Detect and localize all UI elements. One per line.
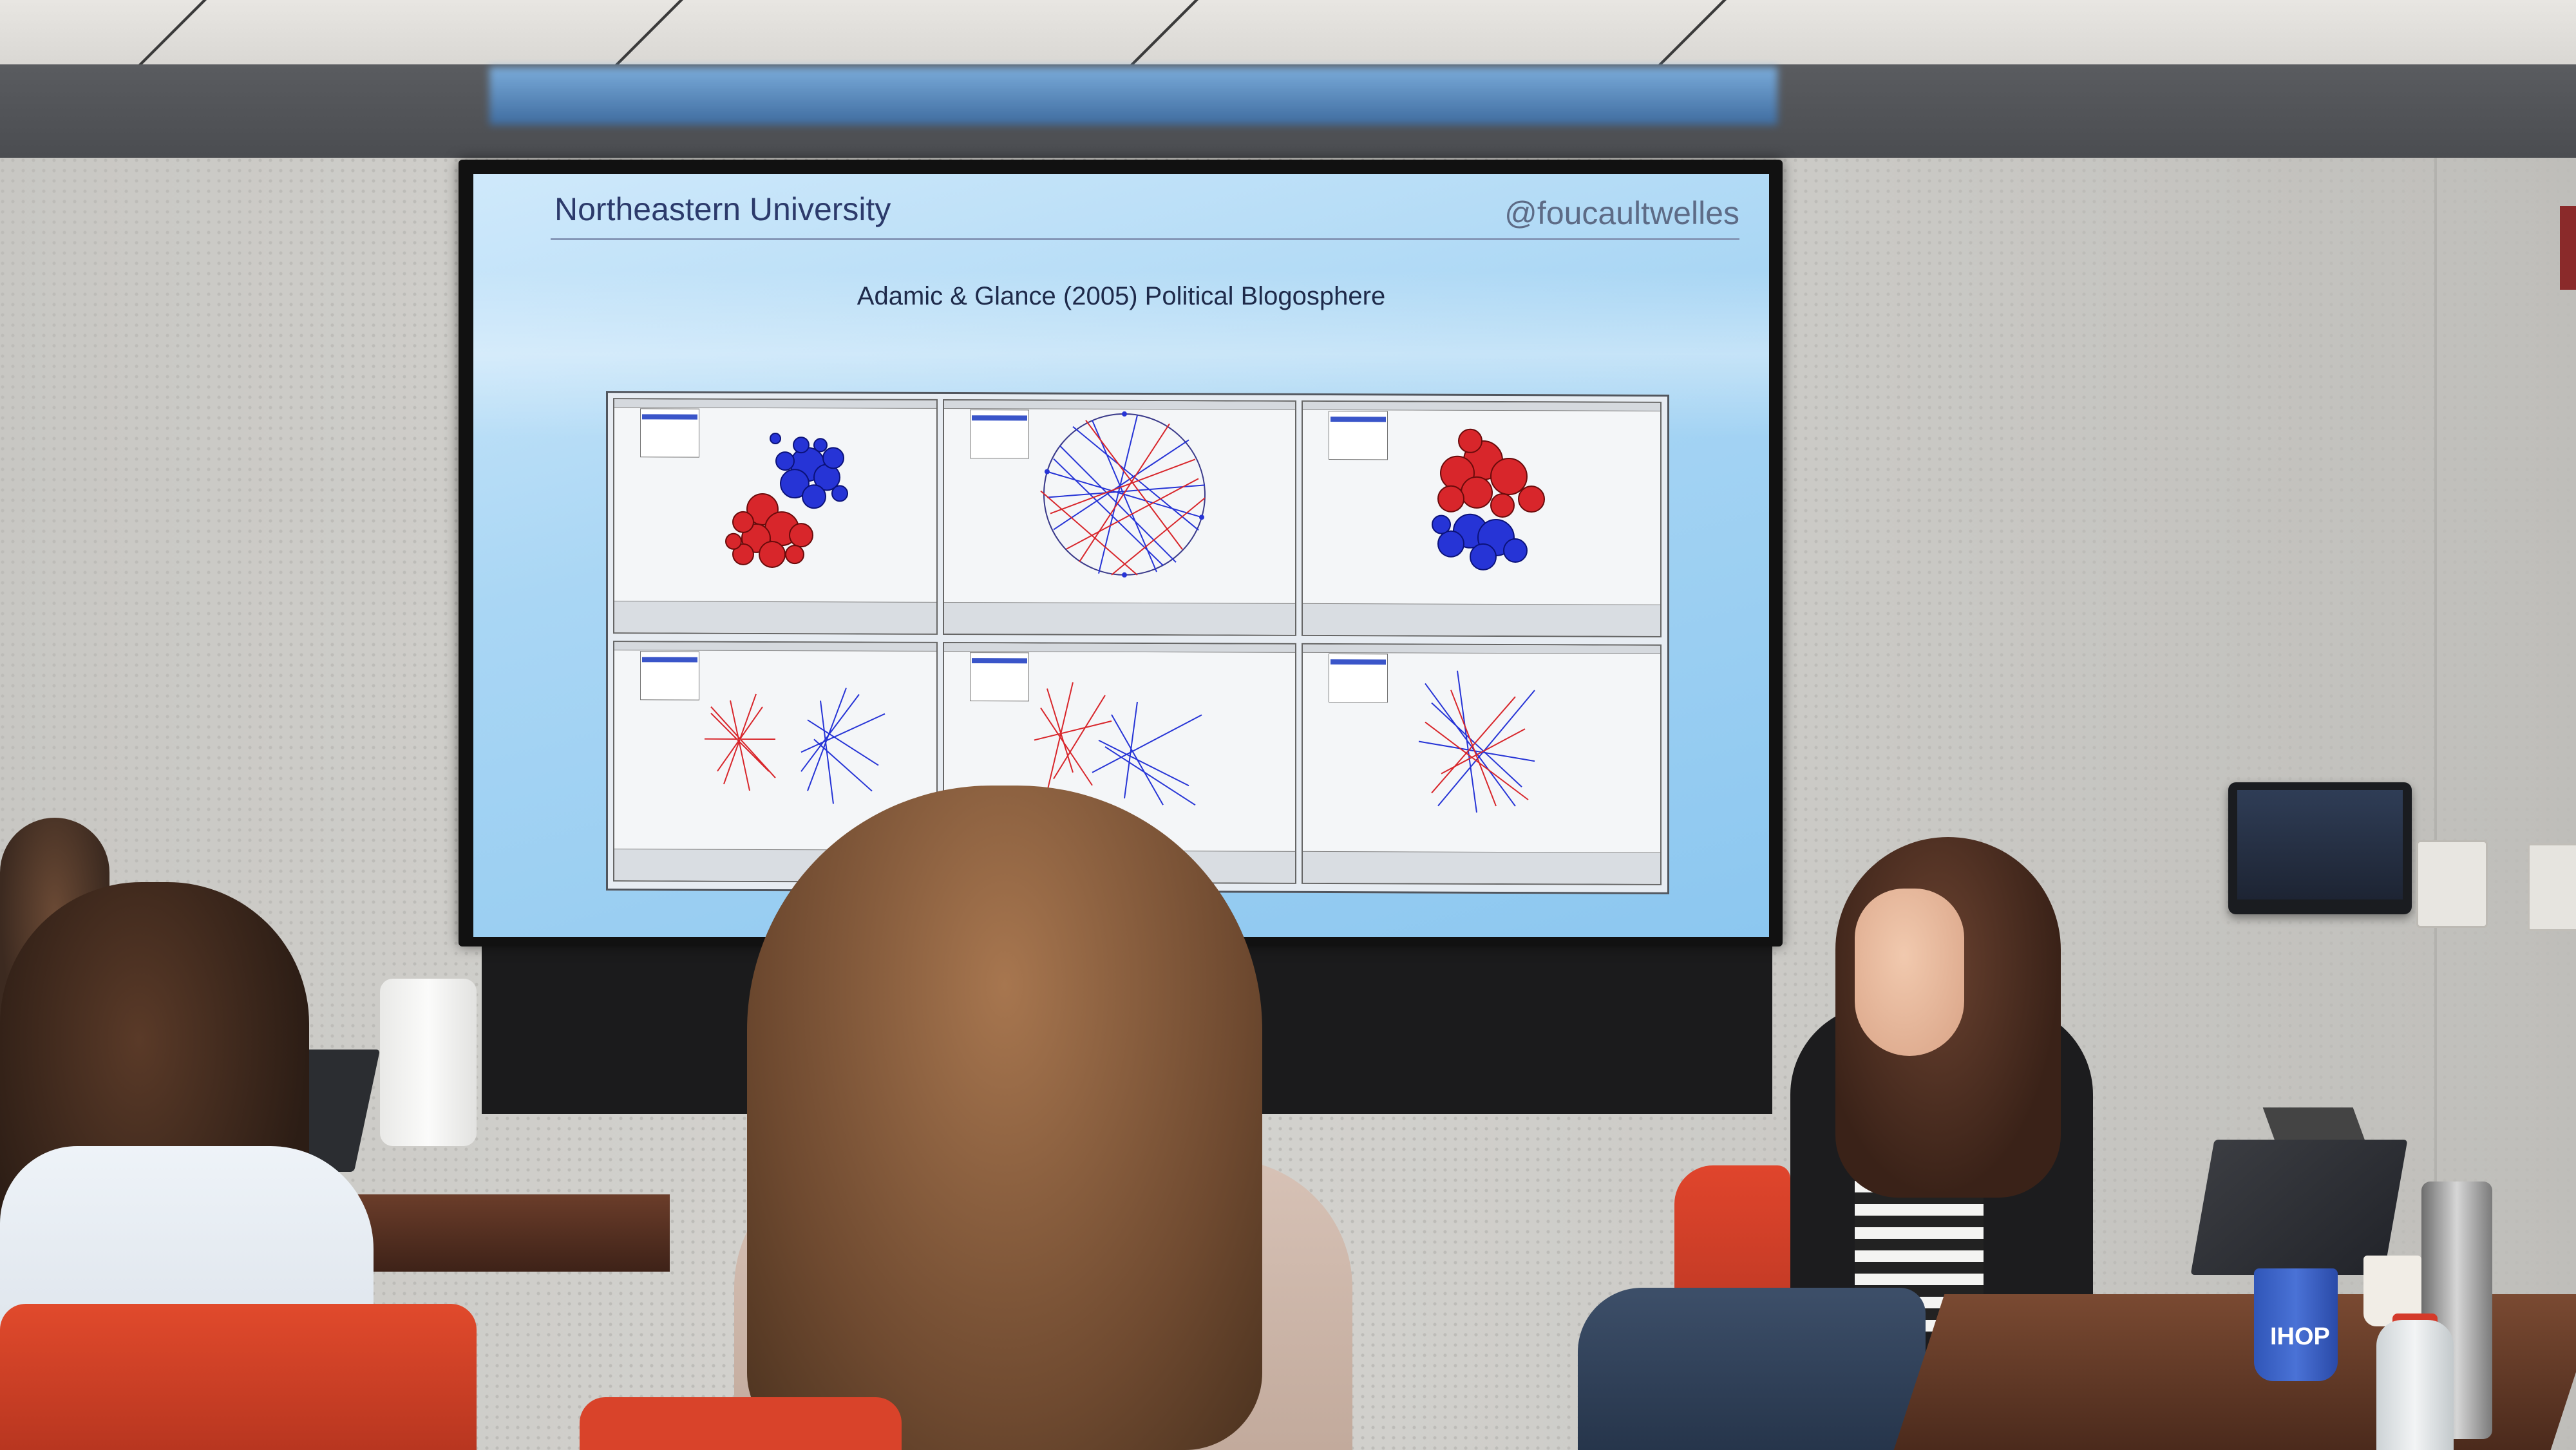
wall-seam [2434, 158, 2437, 1317]
ceiling [0, 0, 2576, 71]
soffit-reflection [489, 67, 1777, 125]
network-window-force-3 [1302, 643, 1662, 885]
room-control-tablet [2228, 782, 2412, 914]
sized-network-graph [1432, 428, 1545, 570]
network-window-clustered [613, 398, 938, 635]
ceiling-tile-line [1652, 0, 1727, 71]
network-window-force-1 [613, 641, 938, 883]
network-window-sized [1302, 400, 1662, 637]
light-switch [2528, 843, 2576, 931]
coffee-cup [2254, 1268, 2338, 1381]
force-network-graph-2 [1034, 682, 1202, 806]
slide-header-handle: @foucaultwelles [1504, 195, 1739, 231]
status-bar [1303, 851, 1660, 884]
force-network-graph-3 [1418, 670, 1535, 813]
status-bar [944, 601, 1295, 635]
thermostat [2416, 840, 2488, 928]
paper-towel-roll [380, 979, 477, 1146]
ceiling-tile-line [1124, 0, 1198, 71]
conference-table-left [322, 1194, 670, 1272]
slide-header-rule [551, 238, 1739, 240]
laptop-right [2190, 1140, 2408, 1275]
presenter-jeans [1578, 1288, 1926, 1450]
circular-network-graph [1040, 411, 1206, 578]
chair-center [580, 1397, 902, 1450]
slide-header-institution: Northeastern University [554, 191, 891, 227]
ceiling-tile-line [609, 0, 683, 71]
presenter-face [1855, 889, 1964, 1056]
ceiling-tile-line [132, 0, 207, 71]
person-center-hair [747, 786, 1262, 1450]
network-window-force-2 [943, 641, 1296, 884]
slide-title: Adamic & Glance (2005) Political Blogosp… [857, 282, 1386, 310]
network-window-circular [943, 399, 1296, 636]
chair-left [0, 1304, 477, 1450]
status-bar [1303, 603, 1660, 636]
force-network-graph-1 [705, 688, 886, 804]
status-bar [614, 601, 936, 634]
coffee-cup-label: IHOP [2270, 1323, 2330, 1350]
clustered-network-graph [725, 433, 848, 569]
water-bottle [2376, 1320, 2454, 1450]
network-visualization-grid [606, 391, 1669, 894]
exit-sign [2560, 206, 2576, 290]
